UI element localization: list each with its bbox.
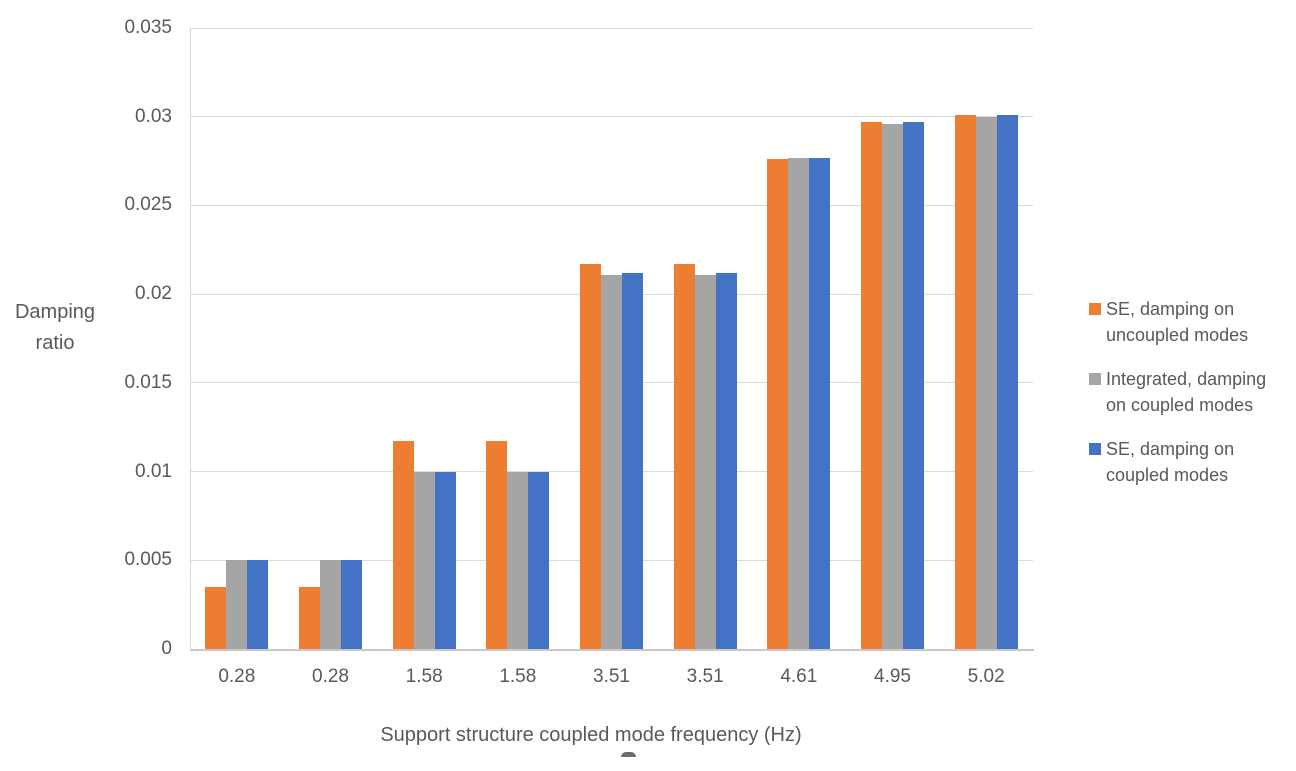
bar-series-2-group-4 (507, 471, 529, 649)
bar-series-3-group-2 (341, 560, 362, 649)
cropped-text-fragment (621, 752, 636, 757)
gridline (190, 27, 1033, 29)
bar-series-1-group-5 (580, 263, 601, 649)
bar-series-2-group-1 (226, 560, 248, 649)
bar-series-1-group-7 (767, 159, 789, 649)
bar-series-1-group-8 (861, 122, 882, 649)
y-tick-label: 0.025 (124, 194, 172, 216)
legend-label-line: SE, damping on (1106, 299, 1235, 319)
x-tick-label: 1.58 (499, 666, 537, 687)
bar-series-3-group-8 (903, 122, 924, 649)
legend-label-line: SE, damping on (1106, 439, 1235, 459)
y-tick-label: 0.015 (124, 371, 172, 393)
y-axis-title-line: Damping (14, 301, 96, 323)
y-axis-title: Damping ratio (2, 297, 108, 359)
x-tick-label: 3.51 (593, 666, 630, 687)
bar-series-2-group-8 (882, 123, 903, 649)
bar-series-1-group-1 (205, 586, 227, 649)
bar-series-3-group-4 (528, 471, 550, 649)
bar-series-1-group-6 (673, 263, 695, 649)
legend-item-3: SE, damping on coupled modes (1089, 436, 1289, 488)
bar-series-2-group-5 (601, 274, 622, 649)
legend-label: Integrated, damping on coupled modes (1106, 366, 1266, 418)
legend: SE, damping on uncoupled modes Integrated,… (1089, 296, 1289, 506)
bar-series-3-group-6 (715, 272, 737, 649)
bar-series-3-group-5 (622, 272, 643, 649)
bar-series-1-group-3 (392, 441, 414, 649)
y-tick-label: 0.005 (124, 549, 172, 571)
x-tick-label: 3.51 (686, 666, 724, 687)
x-tick-label: 0.28 (312, 666, 349, 687)
legend-label-line: Integrated, damping (1106, 369, 1267, 389)
y-tick-label: 0.01 (135, 460, 172, 482)
x-tick-label: 4.95 (874, 666, 911, 687)
legend-label: SE, damping on coupled modes (1106, 436, 1234, 488)
bar-series-3-group-1 (247, 560, 269, 649)
y-tick-label: 0.035 (124, 17, 172, 38)
x-tick-label: 4.61 (780, 666, 818, 687)
bar-series-3-group-9 (996, 114, 1018, 649)
bar-series-1-group-9 (954, 114, 976, 649)
x-axis-title: Support structure coupled mode frequency… (380, 724, 802, 746)
x-axis-line (190, 649, 1034, 651)
x-tick-label: 0.28 (218, 666, 256, 687)
bar-series-2-group-2 (320, 560, 341, 649)
x-tick-label: 1.58 (405, 666, 443, 687)
y-tick-label: 0.03 (135, 105, 172, 127)
x-tick-label: 5.02 (967, 666, 1005, 687)
bar-series-2-group-7 (788, 157, 810, 649)
legend-label-line: uncoupled modes (1106, 325, 1249, 345)
legend-swatch-icon (1089, 373, 1101, 385)
y-axis-line (190, 28, 191, 649)
legend-label: SE, damping on uncoupled modes (1106, 296, 1248, 348)
legend-swatch-icon (1089, 303, 1101, 315)
legend-item-2: Integrated, damping on coupled modes (1089, 366, 1289, 418)
bar-series-2-group-9 (975, 116, 997, 649)
legend-item-1: SE, damping on uncoupled modes (1089, 296, 1289, 348)
y-axis-title-line: ratio (35, 332, 75, 354)
bar-series-1-group-2 (299, 586, 320, 649)
bar-series-2-group-6 (694, 274, 716, 649)
gridline (190, 116, 1033, 118)
bar-series-1-group-4 (486, 441, 508, 649)
legend-swatch-icon (1089, 443, 1101, 455)
y-tick-label: 0 (161, 638, 172, 659)
legend-label-line: coupled modes (1106, 465, 1229, 485)
y-tick-label: 0.02 (135, 283, 172, 305)
bar-series-2-group-3 (413, 471, 435, 649)
bar-series-3-group-7 (809, 157, 831, 649)
gridline (190, 204, 1033, 206)
bar-series-3-group-3 (434, 471, 456, 649)
legend-label-line: on coupled modes (1106, 395, 1254, 415)
